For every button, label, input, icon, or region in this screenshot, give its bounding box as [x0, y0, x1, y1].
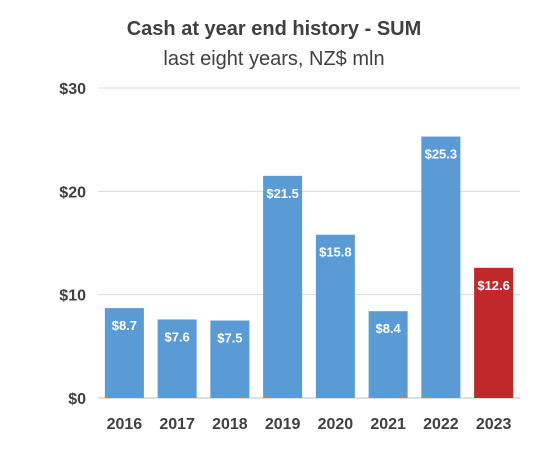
data-label: $15.8: [319, 245, 352, 260]
bar: [368, 311, 408, 398]
data-label: $25.3: [425, 147, 458, 162]
bar: [263, 175, 303, 398]
x-tick-label: 2017: [159, 416, 195, 433]
chart-title: Cash at year end history - SUM: [126, 18, 422, 40]
x-tick-label: 2022: [423, 416, 459, 433]
y-tick-label: $0: [68, 391, 86, 408]
x-tick-label: 2018: [212, 416, 248, 433]
x-tick-label: 2021: [370, 416, 406, 433]
data-label: $8.7: [112, 318, 137, 333]
data-label: $21.5: [266, 186, 299, 201]
bar: [104, 308, 144, 398]
y-tick-label: $30: [59, 81, 86, 98]
data-label: $7.5: [217, 331, 242, 346]
data-label: $12.6: [477, 278, 510, 293]
y-tick-label: $10: [59, 288, 86, 305]
data-label: $8.4: [375, 321, 401, 336]
x-tick-label: 2020: [318, 416, 354, 433]
data-label: $7.6: [164, 329, 189, 344]
x-tick-label: 2019: [265, 416, 301, 433]
bar: [315, 234, 355, 398]
bar: [421, 136, 461, 399]
y-tick-label: $20: [59, 184, 86, 201]
bar: [157, 319, 197, 398]
bar: [210, 320, 250, 398]
x-tick-label: 2016: [107, 416, 143, 433]
chart-subtitle: last eight years, NZ$ mln: [163, 48, 385, 70]
x-tick-label: 2023: [476, 416, 512, 433]
bar: [474, 267, 514, 398]
